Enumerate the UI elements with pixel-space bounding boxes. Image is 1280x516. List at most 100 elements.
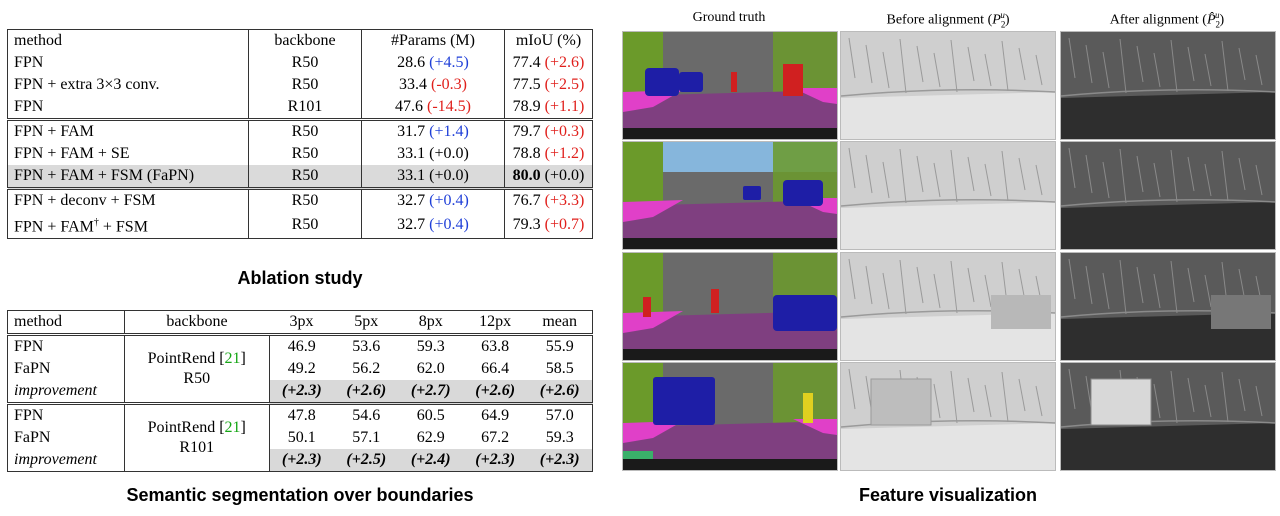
ablation-miou-cell: 80.0 (+0.0) [504, 165, 593, 189]
boundary-row: improvement (+2.3) (+2.5) (+2.4) (+2.3) (+2.3… [8, 449, 593, 472]
ablation-header-row: method backbone #Params (M) mIoU (%) [8, 29, 593, 52]
boundary-method: FaPN [14, 360, 51, 377]
boundary-value: 57.0 [527, 402, 593, 427]
boundary-backbone-name: PointRend [ [147, 419, 225, 436]
boundary-value: 57.1 [352, 429, 381, 446]
col-before-sup: u [1000, 10, 1005, 20]
ablation-params-delta: (+1.4) [429, 123, 469, 140]
ablation-backbone: R50 [248, 118, 362, 143]
feature-viz-caption: Feature visualization [858, 485, 1038, 505]
boundary-backbone: PointRend [21] R50 [124, 333, 269, 404]
boundary-caption: Semantic segmentation over boundaries [126, 485, 474, 505]
ablation-method-cell: FPN + deconv + FSM [7, 187, 249, 212]
ablation-miou: 79.3 [512, 216, 541, 234]
ablation-params: 33.4 [399, 76, 427, 93]
boundary-value: (+2.7) [398, 380, 463, 404]
col-before-sub: 2 [1000, 19, 1006, 30]
boundary-value: 64.9 [462, 402, 528, 427]
ablation-method: FPN + FAM [14, 218, 94, 236]
ablation-method-cell: FPN [8, 52, 249, 74]
boundary-value: (+2.6) [334, 380, 399, 404]
boundary-value: 58.5 [545, 360, 574, 377]
boundary-value: (+2.3) [527, 449, 593, 472]
ablation-miou-delta: (+0.0) [544, 167, 585, 184]
ablation-table: method backbone #Params (M) mIoU (%) FPN… [7, 29, 593, 240]
ablation-backbone: R101 [248, 96, 362, 120]
ablation-method: FPN + FAM [14, 123, 94, 140]
ablation-miou-delta: (+1.2) [544, 145, 585, 162]
ablation-row: FPN + FAM + SE R50 33.1 (+0.0) 78.8 (+1.2) [8, 143, 593, 165]
ablation-params-cell: 32.7 (+0.4) [361, 187, 505, 212]
ablation-backbone: R50 [248, 212, 362, 239]
ablation-header-method: method [14, 32, 62, 49]
ablation-params: 32.7 [397, 192, 426, 209]
ablation-params: 33.1 [397, 145, 426, 162]
ablation-method-cell: FPN + FAM + FSM (FaPN) [7, 165, 249, 189]
boundary-value: (+2.6) [527, 380, 593, 404]
boundary-value: 46.9 [268, 333, 335, 358]
boundary-table: method backbone 3px 5px 8px 12px mean FP… [7, 310, 593, 472]
ablation-miou-delta: (+3.3) [544, 192, 585, 209]
ablation-method-cell: FPN + FAM [7, 118, 249, 143]
ablation-miou: 78.8 [512, 145, 541, 162]
ablation-backbone: R50 [248, 187, 362, 212]
boundary-backbone-ref: 21 [224, 419, 241, 436]
ablation-header-miou: mIoU (%) [504, 29, 593, 52]
col-header-ground-truth: Ground truth [692, 10, 766, 25]
ground-truth-image [622, 141, 838, 250]
ablation-params-cell: 33.1 (+0.0) [361, 165, 505, 189]
ablation-miou-cell: 76.7 (+3.3) [504, 187, 593, 212]
ablation-miou: 76.7 [512, 192, 541, 209]
ablation-miou: 77.5 [512, 76, 541, 93]
boundary-row: FaPN 50.1 57.1 62.9 67.2 59.3 [8, 427, 593, 449]
ablation-miou-delta: (+0.7) [544, 216, 585, 234]
ablation-method: FPN [14, 54, 44, 71]
boundary-value: 59.3 [545, 429, 574, 446]
ablation-backbone: R50 [248, 52, 362, 74]
ablation-method-cell: FPN + extra 3×3 conv. [8, 74, 249, 96]
boundary-value: (+2.3) [268, 380, 335, 404]
ablation-miou-delta: (+2.6) [544, 54, 585, 71]
boundary-value: 62.9 [416, 429, 445, 446]
ablation-row: FPN + deconv + FSM R50 32.7 (+0.4) 76.7 (+3… [7, 187, 593, 212]
boundary-row: improvement (+2.3) (+2.6) (+2.7) (+2.6) (+2.6… [8, 380, 593, 404]
ablation-backbone: R50 [248, 143, 362, 165]
before-alignment-image [840, 252, 1056, 361]
boundary-value: 56.2 [352, 360, 381, 377]
boundary-header-8px: 8px [418, 313, 443, 330]
ground-truth-image [622, 362, 838, 471]
boundary-value: 49.2 [268, 358, 335, 380]
ablation-params: 33.1 [397, 167, 426, 184]
ablation-method: FPN [14, 98, 44, 115]
ablation-params-delta: (+4.5) [429, 54, 469, 71]
after-alignment-image [1060, 362, 1276, 471]
col-after-sub: 2 [1215, 19, 1221, 30]
boundary-header-3px: 3px [289, 313, 314, 330]
col-header-before-alignment: Before alignment (P2u) [840, 10, 1056, 29]
ablation-method: FPN + FAM + SE [14, 145, 130, 162]
before-alignment-image [840, 141, 1056, 250]
ablation-miou: 80.0 [512, 167, 541, 184]
col-header-after-alignment: After alignment (P̂2u) [1060, 10, 1274, 29]
ablation-row: FPN + FAM R50 31.7 (+1.4) 79.7 (+0.3) [7, 118, 593, 143]
ablation-params-cell: 47.6 (-14.5) [361, 96, 505, 120]
ground-truth-image [622, 252, 838, 361]
ablation-row: FPN R50 28.6 (+4.5) 77.4 (+2.6) [8, 52, 593, 74]
before-alignment-image [840, 362, 1056, 471]
boundary-backbone: PointRend [21] R101 [124, 402, 269, 472]
ablation-method-sup: † [93, 217, 99, 228]
ablation-params: 32.7 [397, 216, 426, 234]
ablation-params: 47.6 [395, 98, 423, 115]
ablation-params-delta: (+0.0) [429, 167, 469, 184]
boundary-value: (+2.5) [334, 449, 399, 472]
boundary-row: FPN PointRend [21] R50 46.9 53.6 59.3 63.8 55.9 [7, 333, 593, 404]
boundary-value: 55.9 [527, 333, 593, 358]
boundary-row: FaPN 49.2 56.2 62.0 66.4 58.5 [8, 358, 593, 380]
ablation-method: FPN + extra 3×3 conv. [14, 76, 160, 93]
boundary-value: 53.6 [334, 333, 399, 358]
col-before-prefix: Before alignment ( [886, 12, 993, 28]
before-alignment-image [840, 31, 1056, 140]
boundary-value: (+2.3) [268, 449, 335, 472]
ablation-row: FPN + FAM† + FSM R50 32.7 (+0.4) 79.3 (+0.7… [8, 212, 593, 239]
col-after-suffix: ) [1219, 12, 1225, 28]
